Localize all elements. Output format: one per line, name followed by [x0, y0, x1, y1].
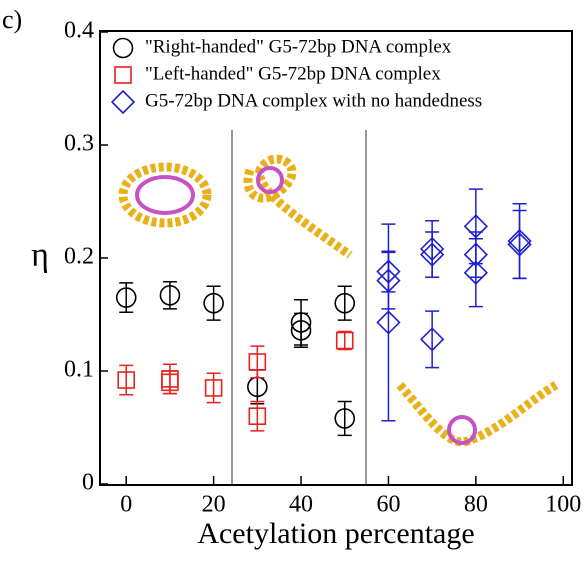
data-point: [204, 379, 223, 397]
error-bar: [119, 364, 134, 396]
error-bar: [337, 330, 352, 351]
y-axis-label: η: [31, 237, 49, 274]
legend-label: "Left-handed" G5-72bp DNA complex: [145, 63, 441, 84]
data-point: [115, 287, 137, 308]
data-point: [248, 407, 267, 426]
x-tick-label: 100: [545, 492, 581, 518]
error-bar: [250, 345, 265, 379]
error-bar: [337, 285, 352, 321]
data-point: [335, 331, 354, 350]
legend-label: G5-72bp DNA complex with no handedness: [145, 90, 482, 111]
panel-label: c): [2, 5, 22, 34]
error-bar: [206, 285, 221, 321]
data-point: [420, 242, 445, 267]
error-bar: [250, 400, 265, 432]
error-bar: [468, 238, 483, 308]
error-bar: [425, 310, 440, 369]
data-point: [112, 37, 134, 59]
error-bar: [381, 223, 396, 422]
error-bar: [512, 209, 527, 280]
error-bar: [337, 400, 352, 437]
data-point: [117, 371, 136, 389]
data-point: [376, 310, 401, 335]
data-point: [161, 373, 179, 392]
y-tick-label: 0.2: [64, 244, 94, 270]
y-tick-label: 0.4: [64, 18, 94, 44]
x-tick-label: 60: [376, 492, 400, 518]
x-tick-label: 0: [120, 492, 132, 518]
error-bar: [206, 372, 221, 404]
y-tick-label: 0.1: [64, 357, 94, 383]
data-point: [463, 260, 488, 285]
x-tick-label: 40: [289, 492, 313, 518]
data-point: [334, 292, 356, 314]
x-tick-label: 80: [464, 492, 488, 518]
data-point: [334, 408, 356, 429]
data-point: [290, 320, 312, 341]
data-point: [507, 232, 532, 257]
y-tick-label: 0: [82, 470, 94, 496]
data-point: [248, 353, 267, 371]
data-point: [420, 327, 445, 352]
x-axis-label: Acetylation percentage: [197, 517, 474, 550]
data-point: [114, 66, 132, 84]
x-tick-label: 20: [202, 492, 226, 518]
error-bar: [425, 231, 440, 278]
legend-label: "Right-handed" G5-72bp DNA complex: [145, 36, 452, 57]
molecule-illustration: [118, 154, 559, 447]
y-tick-label: 0.3: [64, 131, 94, 157]
data-point: [110, 89, 136, 115]
data-point: [159, 284, 181, 306]
data-point: [203, 292, 224, 314]
error-bar: [294, 312, 309, 349]
